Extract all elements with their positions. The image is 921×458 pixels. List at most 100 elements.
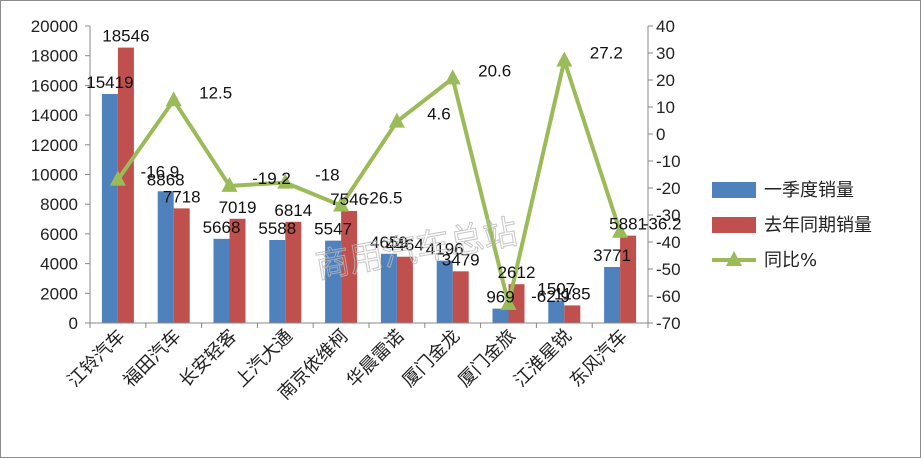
bar-value-label: 4659 — [370, 233, 408, 252]
right-tick-label: 30 — [656, 44, 675, 63]
bar-q1-sales — [548, 300, 565, 323]
bar-q1-sales — [436, 260, 453, 323]
bar-value-label: 5881 — [609, 215, 647, 234]
legend-label: 同比% — [764, 250, 817, 271]
category-label: 东风汽车 — [566, 326, 632, 392]
data-labels: 15419 8868 5668 5588 5547 4659 4196 969 1507 3771… — [86, 27, 681, 307]
category-label: 江淮星锐 — [510, 326, 576, 392]
yoy-marker — [500, 294, 517, 310]
yoy-value-label: -16.9 — [141, 163, 180, 182]
left-tick-label: 2000 — [40, 284, 78, 303]
category-label: 长安轻客 — [175, 326, 241, 392]
yoy-value-label: 27.2 — [590, 44, 623, 63]
bar-last-year-sales — [341, 210, 358, 323]
left-tick-label: 14000 — [31, 106, 78, 125]
bar-value-label: 18546 — [102, 27, 149, 46]
left-tick-label: 4000 — [40, 255, 78, 274]
bar-q1-sales — [157, 191, 174, 323]
right-tick-label: -70 — [656, 314, 681, 333]
bar-q1-sales — [325, 240, 342, 323]
legend-label: 去年同期销量 — [764, 215, 872, 236]
bar-value-label: 4196 — [426, 240, 464, 259]
bar-last-year-sales — [564, 305, 581, 323]
right-tick-label: -20 — [656, 179, 681, 198]
bar-value-label: 7718 — [163, 187, 201, 206]
yoy-value-label: -36.2 — [643, 215, 682, 234]
bar-value-label: 3479 — [442, 250, 480, 269]
bar-last-year-sales — [117, 47, 134, 324]
bar-q1-sales — [101, 94, 118, 323]
yoy-marker — [612, 222, 629, 238]
left-tick-label: 12000 — [31, 136, 78, 155]
yoy-line — [116, 58, 623, 306]
right-tick-label: -30 — [656, 206, 681, 225]
right-tick-label: -50 — [656, 260, 681, 279]
bar-value-label: 969 — [486, 288, 514, 307]
bar-value-label: 15419 — [86, 73, 133, 92]
left-tick-label: 8000 — [40, 195, 78, 214]
right-tick-label: 10 — [656, 98, 675, 117]
bar-last-year-sales — [173, 208, 190, 323]
right-tick-label: 20 — [656, 71, 675, 90]
right-y-axis: -70 -60 -50 -40 -30 -20 -10 0 10 20 30 40 — [647, 17, 681, 333]
bar-q1-sales — [380, 253, 397, 323]
bar-value-label: 5668 — [203, 218, 241, 237]
bar-q1-sales — [604, 267, 621, 323]
category-label: 福田汽车 — [119, 326, 185, 392]
bar-q1-sales — [492, 308, 509, 323]
bar-value-label: 2612 — [498, 263, 536, 282]
yoy-value-label: -62.9 — [531, 287, 570, 306]
yoy-value-label: 12.5 — [199, 83, 232, 102]
yoy-marker — [221, 176, 238, 192]
bar-value-label: 7019 — [219, 198, 257, 217]
yoy-value-label: -19.2 — [252, 169, 291, 188]
left-tick-label: 6000 — [40, 225, 78, 244]
legend-marker — [726, 251, 742, 266]
category-label: 厦门金龙 — [398, 326, 464, 392]
right-tick-label: -60 — [656, 287, 681, 306]
category-label: 江铃汽车 — [64, 326, 130, 392]
yoy-value-label: -26.5 — [364, 189, 403, 208]
right-tick-label: -40 — [656, 233, 681, 252]
bar-value-label: 3771 — [593, 246, 631, 265]
category-label: 厦门金旅 — [454, 326, 520, 392]
bar-q1-sales — [213, 238, 230, 323]
left-tick-label: 20000 — [31, 17, 78, 36]
yoy-value-label: 4.6 — [427, 105, 451, 124]
left-tick-label: 0 — [69, 314, 78, 333]
yoy-value-label: 20.6 — [478, 61, 511, 80]
left-y-axis: 0 2000 4000 6000 8000 10000 12000 14000 16000 180… — [31, 17, 91, 333]
bar-last-year-sales — [285, 221, 302, 323]
yoy-marker — [333, 196, 350, 212]
right-tick-label: 40 — [656, 17, 675, 36]
bar-value-label: 8868 — [147, 170, 185, 189]
yoy-marker — [109, 170, 126, 186]
legend-label: 一季度销量 — [764, 180, 854, 201]
bar-series — [101, 47, 637, 324]
yoy-marker — [277, 173, 294, 189]
bar-value-label: 5588 — [258, 219, 296, 238]
yoy-marker — [165, 91, 182, 107]
legend-swatch — [712, 217, 756, 233]
bar-value-label: 5547 — [314, 220, 352, 239]
left-tick-label: 10000 — [31, 166, 78, 185]
right-tick-label: 0 — [656, 125, 665, 144]
bar-last-year-sales — [396, 256, 413, 323]
bar-value-label: 7546 — [330, 190, 368, 209]
bar-value-label: 1507 — [537, 280, 575, 299]
category-axis: 江铃汽车福田汽车长安轻客上汽大通南京依维柯华晨雷诺厦门金龙厦门金旅江淮星锐东风汽… — [64, 322, 649, 404]
yoy-value-label: -18 — [315, 166, 340, 185]
left-tick-label: 18000 — [31, 47, 78, 66]
bar-value-label: 1185 — [554, 284, 591, 303]
category-label: 华晨雷诺 — [343, 326, 409, 392]
bar-value-label: 6814 — [274, 201, 312, 220]
bar-last-year-sales — [620, 235, 637, 323]
yoy-marker — [556, 51, 573, 67]
bar-value-label: 4464 — [386, 236, 424, 255]
yoy-marker — [388, 112, 405, 128]
bar-last-year-sales — [452, 271, 469, 323]
bar-q1-sales — [269, 240, 286, 323]
